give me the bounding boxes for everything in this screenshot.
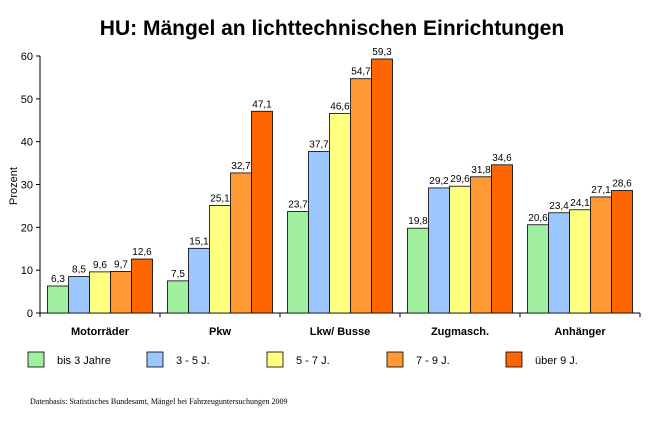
bar — [350, 78, 372, 314]
x-category-label: Anhänger — [554, 326, 606, 338]
legend-swatch — [505, 351, 523, 368]
bar-value-label: 32,7 — [231, 161, 251, 172]
source-note: Datenbasis: Statistisches Bundesamt, Män… — [30, 397, 288, 406]
bar — [89, 271, 111, 314]
bar — [131, 258, 153, 314]
y-tick-label: 50 — [21, 94, 33, 106]
bar-value-label: 23,7 — [288, 199, 308, 210]
legend-label: bis 3 Jahre — [57, 355, 111, 367]
bar-value-label: 54,7 — [351, 67, 371, 78]
y-tick-label: 40 — [21, 137, 33, 149]
x-category-label: Zugmasch. — [431, 326, 489, 338]
bar-value-label: 15,1 — [189, 236, 209, 247]
legend-swatch — [266, 351, 284, 368]
y-tick-label: 60 — [21, 51, 33, 63]
legend-swatch — [146, 351, 164, 368]
x-category-label: Lkw/ Busse — [310, 326, 371, 338]
x-category-label: Pkw — [209, 326, 231, 338]
bar-value-label: 9,7 — [114, 259, 128, 270]
y-tick-label: 10 — [21, 265, 33, 277]
legend-label: über 9 J. — [535, 355, 578, 367]
bar-value-label: 6,3 — [51, 274, 65, 285]
bar — [527, 224, 549, 314]
bar-value-label: 47,1 — [252, 99, 272, 110]
bar-value-label: 19,8 — [408, 216, 428, 227]
y-tick-label: 20 — [21, 222, 33, 234]
bar-value-label: 37,7 — [309, 140, 329, 151]
bar — [68, 276, 90, 314]
bar-value-label: 34,6 — [492, 153, 512, 164]
bar — [590, 196, 612, 314]
legend-swatch — [386, 351, 404, 368]
legend-swatch — [27, 351, 45, 368]
legend: bis 3 Jahre 3 - 5 J. 5 - 7 J. 7 - 9 J. über … — [27, 351, 578, 368]
bar — [209, 205, 231, 314]
bar — [167, 280, 189, 314]
bar — [251, 110, 273, 314]
bar-value-label: 46,6 — [330, 101, 350, 112]
bar-value-label: 59,3 — [372, 47, 392, 58]
bar-value-label: 20,6 — [528, 213, 548, 224]
bar-value-label: 27,1 — [591, 185, 611, 196]
bar-value-label: 8,5 — [72, 265, 86, 276]
y-tick-label: 30 — [21, 180, 33, 192]
bar — [230, 172, 252, 314]
bar-value-label: 29,6 — [450, 174, 470, 185]
bar-value-label: 7,5 — [171, 269, 185, 280]
bar — [428, 187, 450, 314]
bar — [188, 247, 210, 314]
bar — [569, 209, 591, 314]
bar — [47, 285, 69, 314]
bar — [470, 176, 492, 314]
bars: 6,3 8,5 9,6 9,7 12,6 Motorräder 7,5 15,1 25,1 32,… — [47, 47, 633, 338]
bar — [287, 211, 309, 314]
bar-value-label: 29,2 — [429, 176, 449, 187]
bar — [548, 212, 570, 314]
bar-value-label: 31,8 — [471, 165, 491, 176]
bar — [329, 112, 351, 314]
legend-label: 5 - 7 J. — [296, 355, 330, 367]
bar-value-label: 9,6 — [93, 260, 107, 271]
bar — [491, 164, 513, 314]
legend-label: 3 - 5 J. — [176, 355, 210, 367]
bar-value-label: 28,6 — [612, 178, 632, 189]
bar — [449, 185, 471, 314]
y-axis-label: Prozent — [8, 167, 20, 205]
x-category-label: Motorräder — [71, 326, 130, 338]
bar-value-label: 23,4 — [549, 201, 569, 212]
bar — [371, 58, 393, 314]
bar — [110, 271, 132, 314]
y-tick-label: 0 — [27, 308, 33, 320]
bar — [611, 190, 633, 314]
bar — [407, 227, 429, 314]
bar-value-label: 24,1 — [570, 198, 590, 209]
legend-label: 7 - 9 J. — [416, 355, 450, 367]
bar — [308, 151, 330, 314]
bar-value-label: 12,6 — [132, 247, 152, 258]
bar-value-label: 25,1 — [210, 193, 230, 204]
chart-title: HU: Mängel an lichttechnischen Einrichtu… — [100, 17, 564, 40]
